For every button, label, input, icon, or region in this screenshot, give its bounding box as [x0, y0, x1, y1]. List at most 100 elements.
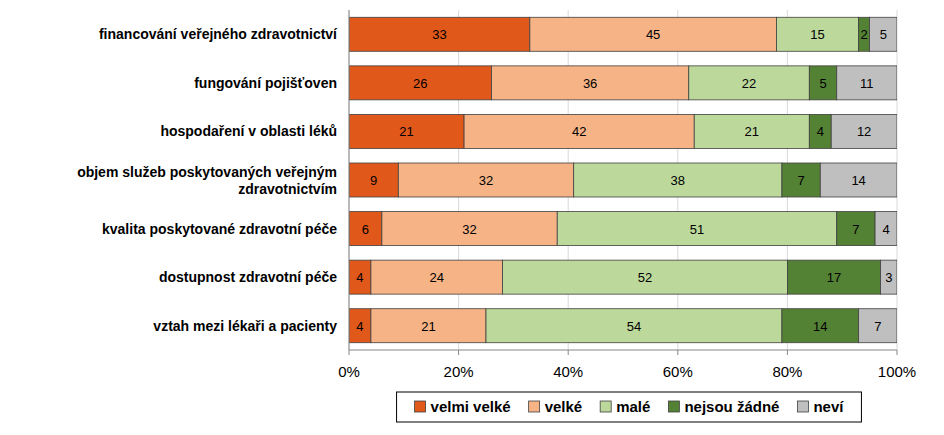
bars	[349, 17, 897, 342]
data-label: 7	[797, 173, 804, 188]
tick-label: 100%	[878, 363, 916, 380]
bar-segment	[574, 163, 782, 197]
data-label: 14	[851, 173, 865, 188]
category-label-line: hospodaření v oblasti léků	[160, 123, 337, 139]
tick-label: 60%	[663, 363, 693, 380]
bar-segment	[787, 260, 880, 294]
tick-mark	[349, 350, 350, 355]
bar-segment	[689, 66, 810, 100]
bar-segment	[557, 212, 836, 246]
data-label: 52	[638, 270, 652, 285]
bar-segment	[837, 66, 897, 100]
bar-segment	[809, 114, 831, 148]
bar-segment	[464, 114, 694, 148]
bar-segment	[870, 17, 897, 51]
bar-segment	[398, 163, 573, 197]
tick-mark	[787, 350, 788, 355]
legend-label: velké	[545, 398, 583, 415]
legend-swatch	[600, 401, 611, 412]
data-label: 14	[813, 319, 827, 334]
legend-label: malé	[616, 398, 650, 415]
category-label-line: vztah mezi lékaři a pacienty	[153, 318, 337, 334]
chart: 3326219644453642323224211522213851525425…	[0, 0, 944, 435]
x-axis-line	[349, 350, 897, 351]
legend-swatch	[415, 401, 426, 412]
axes: 0% 20% 40% 60% 80% 100%	[338, 10, 916, 380]
bar-segment	[837, 212, 875, 246]
category-label: dostupnost zdravotní péče	[159, 269, 337, 285]
data-label: 17	[827, 270, 841, 285]
bar-segment	[502, 260, 787, 294]
bar-segment	[831, 114, 897, 148]
data-label: 33	[432, 27, 446, 42]
data-label: 4	[356, 319, 363, 334]
data-label: 24	[429, 270, 443, 285]
data-label: 9	[370, 173, 377, 188]
data-label: 51	[690, 222, 704, 237]
grid-line	[349, 10, 350, 350]
tick-label: 20%	[444, 363, 474, 380]
category-label: kvalita poskytované zdravotní péče	[102, 221, 337, 237]
tick-label: 40%	[553, 363, 583, 380]
bar-segment	[491, 66, 688, 100]
grid	[349, 10, 897, 350]
category-label-line: kvalita poskytované zdravotní péče	[102, 221, 337, 237]
bar-segment	[782, 163, 820, 197]
data-label: 45	[646, 27, 660, 42]
bar-segment	[530, 17, 777, 51]
data-label: 38	[671, 173, 685, 188]
bar-segment	[859, 17, 870, 51]
legend-items: velmi velkévelkémalénejsou žádnéneví	[415, 398, 845, 415]
category-label: vztah mezi lékaři a pacienty	[153, 318, 337, 334]
category-label: fungování pojišťoven	[194, 75, 337, 91]
bar-segment	[875, 212, 897, 246]
data-label: 4	[356, 270, 363, 285]
bar-segment	[859, 309, 897, 343]
category-label: hospodaření v oblasti léků	[160, 123, 337, 139]
data-label: 15	[810, 27, 824, 42]
bar-segment	[486, 309, 782, 343]
data-label: 54	[627, 319, 641, 334]
data-label: 6	[362, 222, 369, 237]
data-label: 36	[583, 76, 597, 91]
tick-label: 0%	[338, 363, 360, 380]
category-label: financování veřejného zdravotnictví	[99, 26, 338, 42]
legend-swatch	[668, 401, 679, 412]
data-label: 3	[885, 270, 892, 285]
data-label: 32	[462, 222, 476, 237]
data-label: 22	[742, 76, 756, 91]
bar-segment	[820, 163, 897, 197]
bar-segment	[349, 66, 491, 100]
bar-segment	[349, 260, 371, 294]
y-axis-line	[349, 10, 350, 350]
data-label: 7	[852, 222, 859, 237]
legend-label: neví	[813, 398, 844, 415]
bar-segment	[776, 17, 858, 51]
data-labels: 3326219644453642323224211522213851525425…	[356, 27, 892, 333]
category-label-line: financování veřejného zdravotnictví	[99, 26, 338, 42]
bar-segment	[782, 309, 859, 343]
bar-segment	[349, 309, 371, 343]
category-labels: financování veřejného zdravotnictví fungo…	[77, 26, 338, 333]
tick-mark	[677, 350, 678, 355]
bar-segment	[382, 212, 557, 246]
bar-segment	[809, 66, 836, 100]
legend: velmi velkévelkémalénejsou žádnéneví	[397, 392, 862, 422]
category-label-line: fungování pojišťoven	[194, 75, 337, 91]
data-label: 21	[745, 124, 759, 139]
bar-segment	[371, 309, 486, 343]
data-label: 42	[572, 124, 586, 139]
data-label: 11	[860, 76, 874, 91]
legend-label: velmi velké	[431, 398, 511, 415]
data-label: 2	[861, 27, 868, 42]
category-label-line: zdravotnictvím	[238, 181, 337, 197]
bar-segment	[694, 114, 809, 148]
tick-mark	[897, 350, 898, 355]
bar-segment	[349, 163, 398, 197]
bar-segment	[349, 114, 464, 148]
bar-segment	[349, 17, 530, 51]
tick-label: 80%	[772, 363, 802, 380]
data-label: 5	[880, 27, 887, 42]
data-label: 4	[882, 222, 889, 237]
tick-mark	[568, 350, 569, 355]
